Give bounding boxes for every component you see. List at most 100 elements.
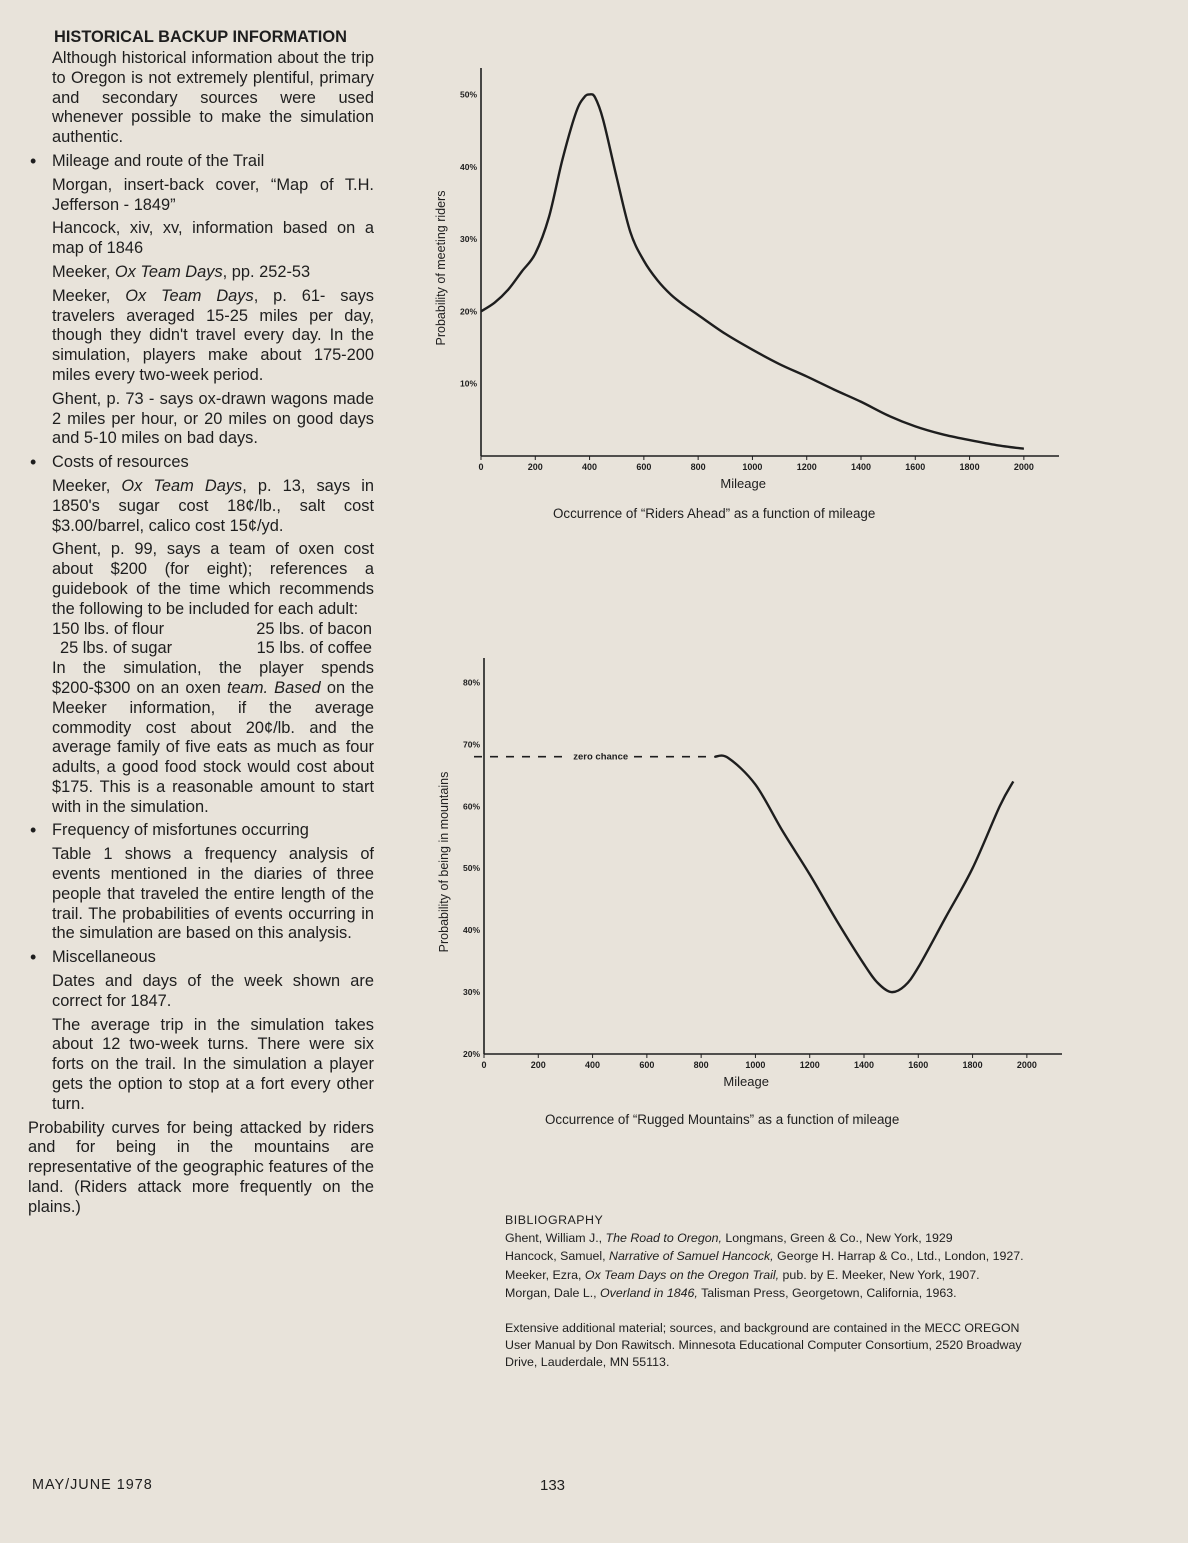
bibliography-title: BIBLIOGRAPHY [505, 1213, 604, 1227]
y-tick-label: 30% [463, 987, 480, 997]
text-run: Ghent, William J., [505, 1231, 606, 1246]
text-run: Longmans, Green & Co., New York, 1929 [721, 1231, 953, 1246]
x-tick-label: 1600 [905, 462, 925, 472]
mileage-paragraph: Ghent, p. 73 - says ox-drawn wagons made… [52, 389, 374, 448]
x-axis-label: Mileage [720, 476, 766, 491]
x-tick-label: 1600 [908, 1060, 928, 1070]
x-tick-label: 1800 [960, 462, 980, 472]
x-tick-label: 600 [639, 1060, 654, 1070]
y-tick-label: 50% [463, 863, 480, 873]
y-axis-label: Probability of being in mountains [437, 772, 451, 953]
page-number: 133 [540, 1477, 566, 1494]
text-run: George H. Harrap & Co., Ltd., London, 19… [773, 1249, 1024, 1264]
costs-paragraph: Meeker, Ox Team Days, p. 13, says in 185… [52, 477, 374, 536]
x-tick-label: 0 [481, 1060, 486, 1070]
text-run: Meeker, [52, 262, 115, 281]
y-tick-label: 20% [463, 1049, 480, 1059]
x-tick-label: 2000 [1014, 462, 1034, 472]
y-tick-label: 70% [463, 739, 480, 749]
bullet-misfortunes: Frequency of misfortunes occurring [28, 821, 374, 841]
closing-paragraph: Probability curves for being attacked by… [28, 1118, 374, 1216]
text-run: Hancock, Samuel, [505, 1249, 609, 1264]
x-tick-label: 200 [531, 1060, 546, 1070]
riders-chart-caption: Occurrence of “Riders Ahead” as a functi… [553, 506, 876, 521]
x-tick-label: 1000 [742, 462, 762, 472]
x-tick-label: 800 [694, 1060, 709, 1070]
y-tick-label: 80% [463, 677, 480, 687]
additional-material-note: Extensive additional material; sources, … [505, 1321, 1022, 1370]
misc-paragraph: The average trip in the simulation takes… [52, 1015, 374, 1113]
food-list-row: 25 lbs. of sugar 15 lbs. of coffee [52, 639, 374, 659]
italic-run: team. Based [227, 678, 321, 697]
costs-paragraph: Ghent, p. 99, says a team of oxen cost a… [52, 540, 374, 618]
text-run: Talisman Press, Georgetown, California, … [697, 1285, 957, 1300]
book-title: Narrative of Samuel Hancock, [609, 1249, 774, 1264]
text-run: , pp. 252-53 [222, 262, 311, 281]
mileage-paragraph: Morgan, insert-back cover, “Map of T.H. … [52, 175, 374, 214]
y-tick-label: 50% [460, 89, 477, 99]
x-axis-label: Mileage [723, 1074, 769, 1089]
x-tick-label: 400 [582, 462, 597, 472]
text-run: Meeker, [52, 476, 122, 495]
bullet-mileage: Mileage and route of the Trail [28, 152, 374, 172]
bullet-costs: Costs of resources [28, 453, 374, 473]
text-run: Morgan, Dale L., [505, 1285, 601, 1300]
x-tick-label: 400 [585, 1060, 600, 1070]
x-tick-label: 1000 [745, 1060, 765, 1070]
mileage-paragraph: Meeker, Ox Team Days, pp. 252-53 [52, 263, 374, 283]
food-item: 25 lbs. of bacon [256, 619, 372, 638]
misfortunes-paragraph: Table 1 shows a frequency analysis of ev… [52, 845, 374, 943]
text-run: on the Meeker information, if the averag… [52, 678, 375, 816]
book-title: Ox Team Days [125, 286, 254, 305]
mileage-paragraph: Hancock, xiv, xv, information based on a… [52, 219, 374, 258]
text-run: pub. by E. Meeker, New York, 1907. [779, 1267, 980, 1282]
book-title: The Road to Oregon, [605, 1231, 722, 1246]
y-axis-label: Probability of meeting riders [434, 191, 448, 346]
x-tick-label: 1400 [854, 1060, 874, 1070]
food-item: 150 lbs. of flour [52, 619, 165, 638]
text-run: Meeker, [52, 286, 126, 305]
x-tick-label: 1800 [963, 1060, 983, 1070]
text-run: , p. 61- says travelers averaged 15-25 m… [52, 286, 374, 384]
food-item: 25 lbs. of sugar [60, 639, 173, 658]
bibliography-entry: Ghent, William J., The Road to Oregon, L… [505, 1230, 1025, 1247]
text-run: Meeker, Ezra, [505, 1267, 585, 1282]
series-line [480, 93, 1025, 450]
x-tick-label: 1200 [800, 1060, 820, 1070]
y-tick-label: 10% [460, 379, 477, 389]
annotation-background [569, 750, 632, 763]
text-run: In the simulation, the player spends $20… [52, 659, 374, 697]
zero-chance-annotation: zero chance [573, 752, 628, 763]
y-tick-label: 20% [460, 306, 477, 316]
x-tick-label: 1200 [797, 462, 817, 472]
x-tick-label: 1400 [851, 462, 871, 472]
text-run: , p. 13, says in 1850's sugar cost 18¢/l… [52, 476, 375, 535]
riders-ahead-chart: 0 200 400 600 800 1000 1200 1400 1600 1800 2000 10%… [434, 68, 1059, 491]
misc-paragraph: Dates and days of the week shown are cor… [52, 972, 374, 1010]
bibliography: BIBLIOGRAPHY Ghent, William J., The Road… [505, 1212, 1025, 1372]
mileage-paragraph: Meeker, Ox Team Days, p. 61- says travel… [52, 287, 374, 386]
y-tick-label: 40% [460, 162, 477, 172]
series-line [714, 754, 1015, 994]
food-list-row: 150 lbs. of flour 25 lbs. of bacon [52, 620, 374, 640]
x-tick-label: 2000 [1017, 1060, 1037, 1070]
book-title: Ox Team Days on the Oregon Trail, [584, 1267, 780, 1282]
bibliography-entry: Meeker, Ezra, Ox Team Days on the Oregon… [505, 1267, 1025, 1284]
x-tick-label: 800 [691, 462, 706, 472]
book-title: Overland in 1846, [600, 1285, 698, 1300]
intro-paragraph: Although historical information about th… [52, 49, 374, 147]
x-tick-label: 0 [478, 462, 483, 472]
y-tick-label: 40% [463, 925, 480, 935]
book-title: Ox Team Days [121, 476, 243, 495]
y-tick-label: 60% [463, 801, 480, 811]
costs-paragraph: In the simulation, the player spends $20… [52, 659, 374, 817]
bibliography-entry: Morgan, Dale L., Overland in 1846, Talis… [505, 1285, 1025, 1302]
bullet-miscellaneous: Miscellaneous [28, 948, 374, 968]
rugged-mountains-chart: 0 200 400 600 800 1000 1200 1400 1600 1800 2000 20%… [437, 658, 1062, 1089]
issue-date: MAY/JUNE 1978 [32, 1477, 153, 1493]
section-heading: HISTORICAL BACKUP INFORMATION [54, 28, 347, 46]
mountains-chart-caption: Occurrence of “Rugged Mountains” as a fu… [545, 1112, 900, 1127]
book-title: Ox Team Days [114, 262, 223, 281]
x-tick-label: 600 [636, 462, 651, 472]
food-item: 15 lbs. of coffee [256, 639, 372, 658]
